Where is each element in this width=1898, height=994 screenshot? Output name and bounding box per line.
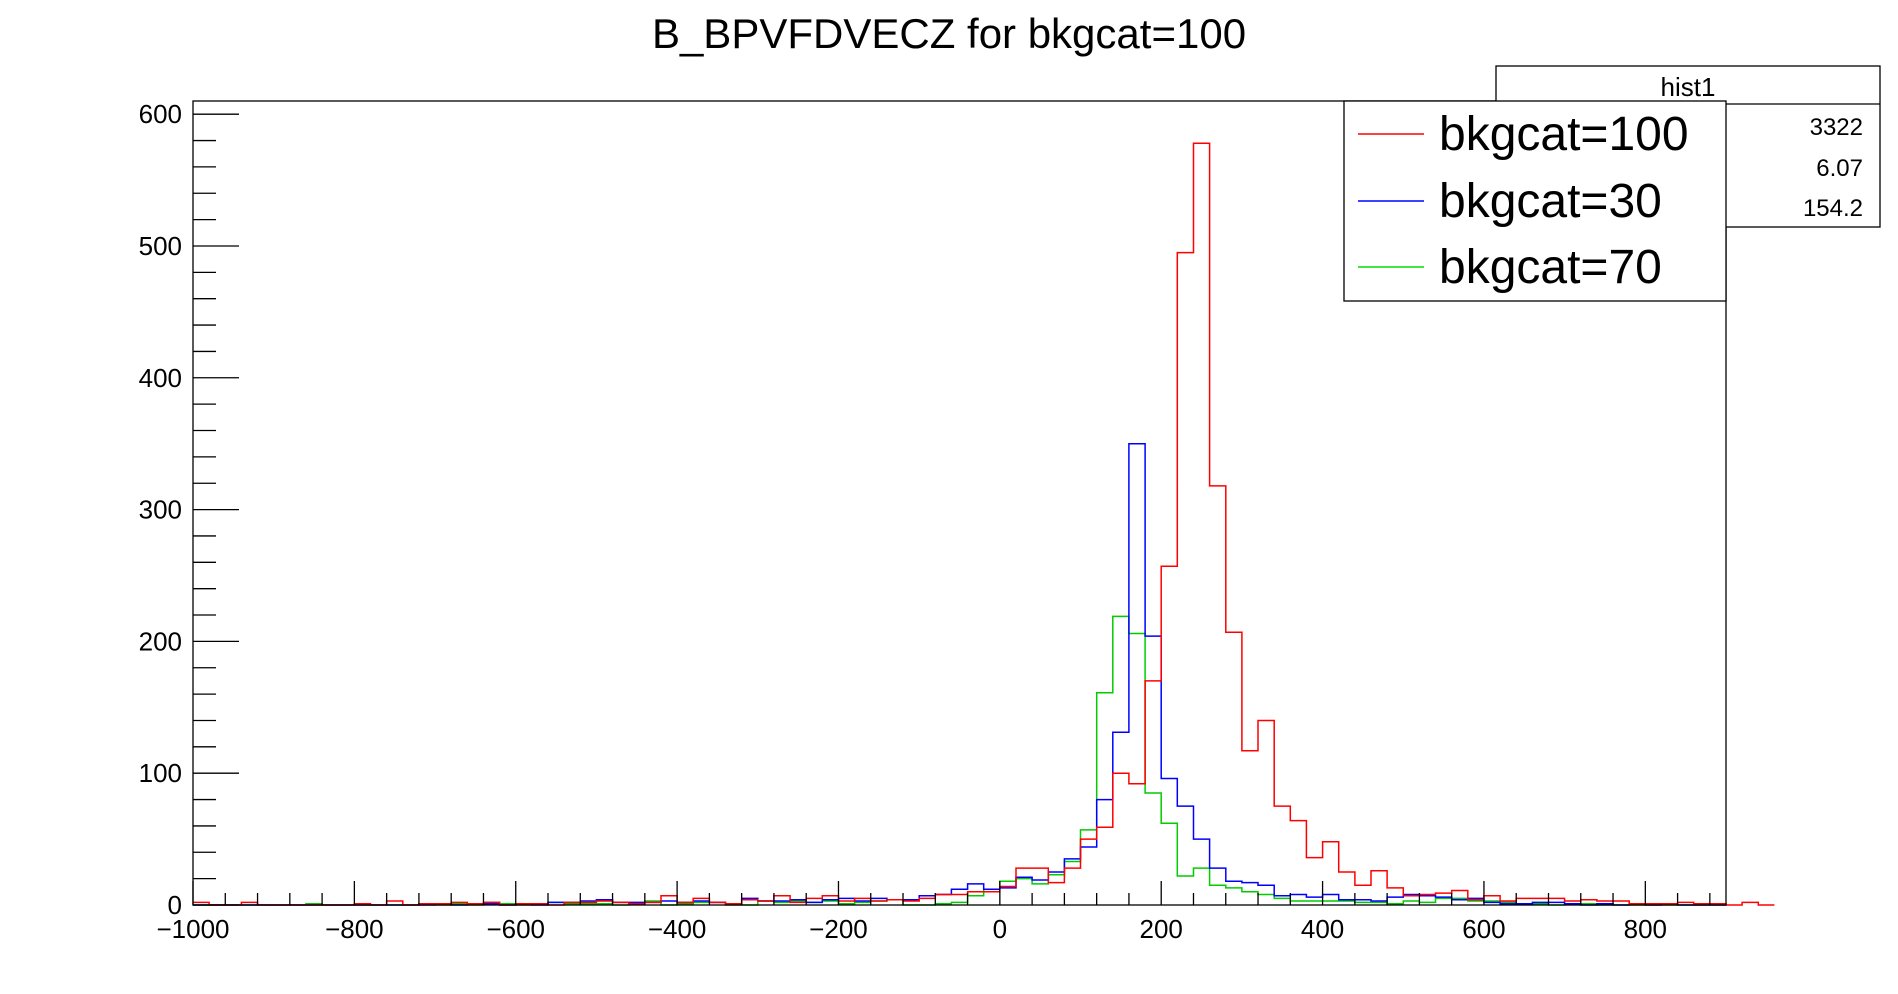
x-tick-label: 600	[1462, 914, 1505, 944]
x-tick-label: −200	[809, 914, 868, 944]
axes: −1000 −800 −600 −400 −200 0 200 400 600 800 0 100 20…	[139, 99, 1711, 944]
stats-mean-value: 6.07	[1816, 155, 1863, 182]
stats-box-name: hist1	[1661, 72, 1716, 102]
x-tick-label: −600	[486, 914, 545, 944]
series-bkgcat-70	[193, 615, 1726, 906]
x-tick-label: 800	[1624, 914, 1667, 944]
legend-label-bkgcat-100: bkgcat=100	[1439, 108, 1689, 161]
series-bkgcat-30	[193, 442, 1726, 906]
x-tick-label: −800	[325, 914, 384, 944]
stats-entries-value: 3322	[1810, 114, 1863, 141]
y-tick-label: 500	[139, 231, 182, 261]
y-tick-label: 300	[139, 495, 182, 525]
legend-label-bkgcat-30: bkgcat=30	[1439, 175, 1662, 228]
legend-label-bkgcat-70: bkgcat=70	[1439, 241, 1662, 294]
y-tick-label: 400	[139, 363, 182, 393]
plot-frame	[192, 100, 1727, 906]
y-tick-label: 600	[139, 99, 182, 129]
chart-title: B_BPVFDVECZ for bkgcat=100	[652, 10, 1246, 57]
x-tick-label: 200	[1140, 914, 1183, 944]
y-tick-label: 100	[139, 758, 182, 788]
y-tick-label: 0	[168, 890, 182, 920]
x-tick-label: −400	[648, 914, 707, 944]
legend: bkgcat=100 bkgcat=30 bkgcat=70	[1343, 100, 1727, 302]
x-tick-label: 400	[1301, 914, 1344, 944]
x-tick-label: 0	[993, 914, 1007, 944]
y-tick-label: 200	[139, 626, 182, 656]
x-tick-label: −1000	[156, 914, 229, 944]
stats-stddev-value: 154.2	[1803, 195, 1863, 222]
